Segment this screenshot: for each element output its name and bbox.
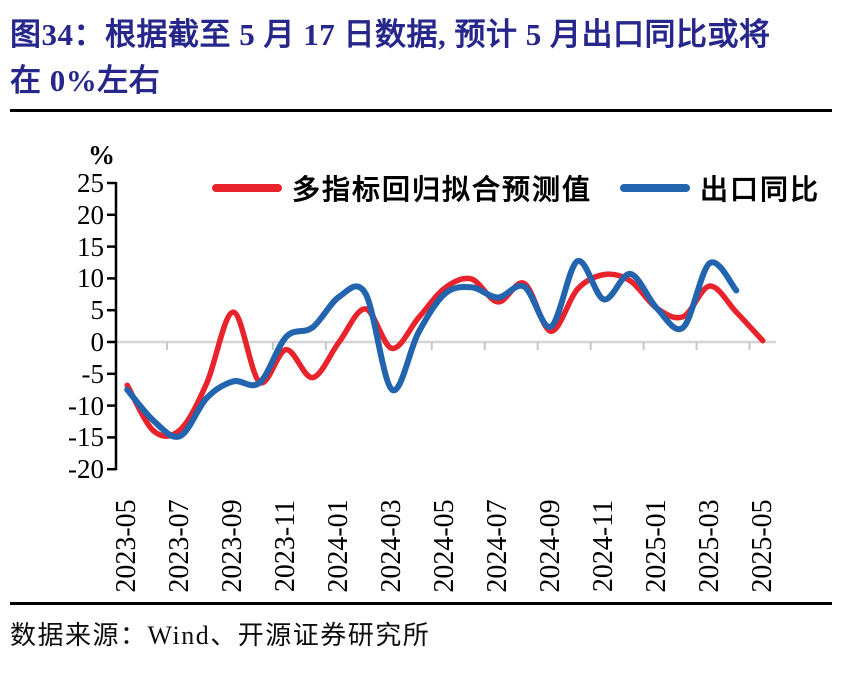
y-axis-unit-label: % xyxy=(88,140,115,170)
legend-line-fitted-icon xyxy=(212,184,282,192)
x-tick-label: 2023-11 xyxy=(270,499,302,593)
x-tick-label: 2024-01 xyxy=(323,499,355,593)
figure-title-line2: 在 0%左右 xyxy=(10,63,161,98)
y-tick-label: 20 xyxy=(77,199,104,230)
title-divider xyxy=(10,109,832,112)
y-tick-label: 15 xyxy=(77,231,104,262)
y-tick-label: -10 xyxy=(68,390,104,421)
y-tick-label: -5 xyxy=(81,358,105,389)
series-line-fitted xyxy=(124,271,766,439)
y-tick-label: -20 xyxy=(68,454,104,485)
x-tick-label: 2024-07 xyxy=(481,499,513,593)
x-tick-label: 2024-03 xyxy=(376,499,408,593)
figure-title-line1: 图34：根据截至 5 月 17 日数据, 预计 5 月出口同比或将 xyxy=(10,17,771,52)
x-tick-label: 2025-03 xyxy=(693,499,725,593)
x-tick-label: 2025-05 xyxy=(746,499,778,593)
chart-legend: 多指标回归拟合预测值 出口同比 xyxy=(212,168,820,208)
legend-label-fitted: 多指标回归拟合预测值 xyxy=(292,175,593,206)
x-tick-label: 2023-07 xyxy=(164,499,196,593)
legend-line-actual-icon xyxy=(620,184,691,192)
x-tick-label: 2024-05 xyxy=(429,499,460,593)
x-tick-label: 2024-09 xyxy=(534,499,566,593)
y-tick-label: 0 xyxy=(90,327,105,357)
series-line-actual xyxy=(124,258,740,440)
source-note: 数据来源：Wind、开源证券研究所 xyxy=(10,621,431,650)
x-tick-label: 2024-11 xyxy=(587,499,619,593)
legend-label-actual: 出口同比 xyxy=(700,175,821,206)
x-tick-label: 2025-01 xyxy=(640,499,672,593)
y-tick-label: 5 xyxy=(90,295,105,326)
y-tick-label: 25 xyxy=(77,168,104,198)
figure-title: 图34：根据截至 5 月 17 日数据, 预计 5 月出口同比或将 在 0%左右 xyxy=(10,12,855,104)
y-tick-label: 10 xyxy=(77,263,104,294)
y-tick-label: -15 xyxy=(68,422,104,453)
source-divider xyxy=(10,602,832,605)
x-tick-label: 2023-05 xyxy=(111,499,143,593)
x-tick-label: 2023-09 xyxy=(217,499,249,593)
